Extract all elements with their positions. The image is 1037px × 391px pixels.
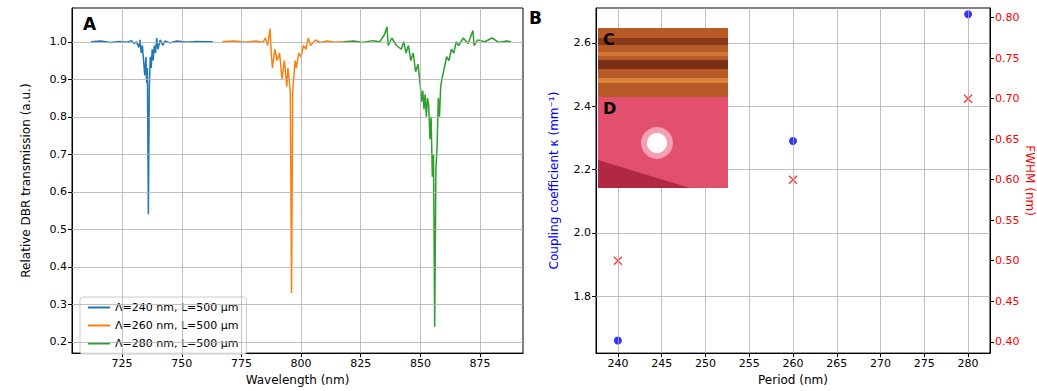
svg-text:1.8: 1.8 (574, 290, 592, 303)
svg-text:Λ=240 nm, L=500 μm: Λ=240 nm, L=500 μm (115, 301, 238, 314)
svg-text:0.55: 0.55 (995, 214, 1020, 227)
svg-text:C: C (603, 30, 615, 49)
svg-text:260: 260 (783, 357, 804, 370)
svg-text:280: 280 (958, 357, 979, 370)
svg-text:0.3: 0.3 (50, 298, 68, 311)
svg-text:A: A (83, 14, 97, 34)
svg-text:0.40: 0.40 (995, 335, 1020, 348)
svg-text:0.80: 0.80 (995, 11, 1020, 24)
svg-text:750: 750 (171, 357, 192, 370)
svg-text:D: D (603, 99, 616, 118)
svg-text:0.6: 0.6 (50, 185, 68, 198)
svg-text:0.8: 0.8 (50, 110, 68, 123)
svg-text:800: 800 (291, 357, 312, 370)
svg-text:255: 255 (739, 357, 760, 370)
svg-text:240: 240 (607, 357, 628, 370)
svg-text:Relative DBR transmission (a.u: Relative DBR transmission (a.u.) (19, 83, 33, 277)
svg-text:875: 875 (470, 357, 491, 370)
svg-text:0.7: 0.7 (50, 148, 68, 161)
svg-text:2.0: 2.0 (574, 226, 592, 239)
svg-text:850: 850 (410, 357, 431, 370)
svg-text:275: 275 (914, 357, 935, 370)
svg-text:Λ=260 nm, L=500 μm: Λ=260 nm, L=500 μm (115, 319, 238, 332)
svg-text:0.45: 0.45 (995, 295, 1020, 308)
svg-text:0.2: 0.2 (50, 335, 68, 348)
svg-text:2.4: 2.4 (574, 100, 592, 113)
svg-text:Λ=280 nm, L=500 μm: Λ=280 nm, L=500 μm (115, 337, 238, 350)
svg-text:1.0: 1.0 (50, 35, 68, 48)
svg-text:250: 250 (695, 357, 716, 370)
svg-text:0.75: 0.75 (995, 52, 1020, 65)
svg-text:0.70: 0.70 (995, 92, 1020, 105)
svg-text:265: 265 (826, 357, 847, 370)
svg-text:Period (nm): Period (nm) (758, 373, 828, 387)
svg-text:0.4: 0.4 (50, 260, 68, 273)
svg-text:0.60: 0.60 (995, 173, 1020, 186)
svg-text:0.65: 0.65 (995, 133, 1020, 146)
svg-text:0.50: 0.50 (995, 254, 1020, 267)
svg-text:725: 725 (112, 357, 133, 370)
svg-text:0.9: 0.9 (50, 73, 68, 86)
svg-text:2.6: 2.6 (574, 36, 592, 49)
svg-text:0.5: 0.5 (50, 223, 68, 236)
svg-text:245: 245 (651, 357, 672, 370)
svg-text:FWHM (nm): FWHM (nm) (1023, 145, 1037, 216)
svg-text:775: 775 (231, 357, 252, 370)
svg-text:Coupling coefficient κ (mm⁻¹): Coupling coefficient κ (mm⁻¹) (547, 92, 561, 270)
svg-text:B: B (529, 8, 542, 28)
svg-text:2.2: 2.2 (574, 163, 592, 176)
svg-text:Wavelength (nm): Wavelength (nm) (246, 373, 350, 387)
svg-text:270: 270 (870, 357, 891, 370)
svg-text:825: 825 (350, 357, 371, 370)
